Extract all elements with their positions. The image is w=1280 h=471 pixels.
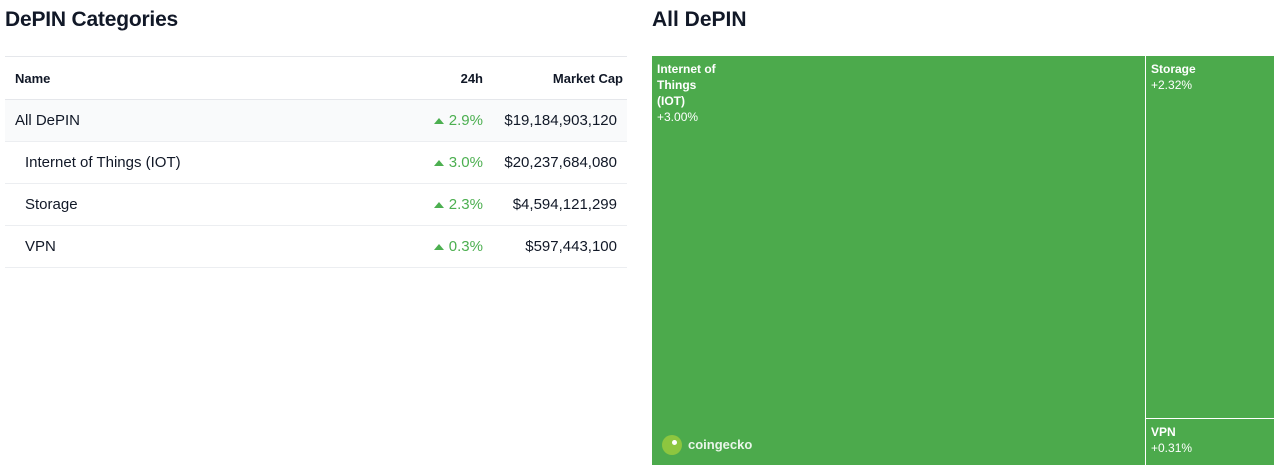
- table-row-all-depin[interactable]: All DePIN 2.9% $19,184,903,120: [5, 100, 627, 142]
- treemap: Internet of Things (IOT) +3.00% coingeck…: [652, 56, 1274, 465]
- tile-name: Storage: [1151, 62, 1196, 76]
- treemap-tile-storage[interactable]: Storage +2.32%: [1146, 56, 1274, 419]
- category-name[interactable]: VPN: [25, 238, 56, 255]
- table-header: Name 24h Market Cap: [5, 57, 627, 100]
- table-row-vpn[interactable]: VPN 0.3% $597,443,100: [5, 226, 627, 268]
- tile-name: Internet of Things (IOT): [657, 62, 716, 108]
- treemap-tile-vpn[interactable]: VPN +0.31%: [1146, 419, 1274, 465]
- tile-change: +3.00%: [657, 110, 699, 124]
- treemap-tile-iot[interactable]: Internet of Things (IOT) +3.00% coingeck…: [652, 56, 1146, 465]
- category-name[interactable]: Internet of Things (IOT): [25, 154, 181, 171]
- tile-name: VPN: [1151, 425, 1176, 439]
- categories-panel: DePIN Categories Name 24h Market Cap All…: [5, 0, 627, 471]
- table-row-iot[interactable]: Internet of Things (IOT) 3.0% $20,237,68…: [5, 142, 627, 184]
- caret-up-icon: [433, 201, 444, 208]
- change-24h-value: 2.3%: [448, 196, 483, 213]
- caret-up-icon: [433, 159, 444, 166]
- caret-up-icon: [433, 117, 444, 124]
- change-24h-value: 2.9%: [448, 112, 483, 129]
- change-24h: 0.3%: [405, 238, 483, 255]
- column-header-market-cap[interactable]: Market Cap: [552, 70, 623, 86]
- tile-change: +2.32%: [1151, 78, 1193, 92]
- change-24h: 2.9%: [405, 112, 483, 129]
- tile-change: +0.31%: [1151, 441, 1193, 455]
- coingecko-logo: coingecko: [662, 435, 752, 455]
- market-cap-value: $20,237,684,080: [504, 154, 617, 171]
- category-name[interactable]: Storage: [25, 196, 78, 213]
- change-24h-value: 3.0%: [448, 154, 483, 171]
- logo-text: coingecko: [688, 437, 753, 452]
- column-header-24h[interactable]: 24h: [460, 70, 483, 86]
- caret-up-icon: [433, 243, 444, 250]
- change-24h: 3.0%: [405, 154, 483, 171]
- categories-table: Name 24h Market Cap All DePIN 2.9% $19,1…: [5, 56, 627, 268]
- gecko-logo-icon: [662, 435, 682, 455]
- market-cap-value: $597,443,100: [525, 238, 617, 255]
- column-header-name[interactable]: Name: [15, 70, 51, 86]
- categories-title: DePIN Categories: [5, 8, 179, 31]
- table-row-storage[interactable]: Storage 2.3% $4,594,121,299: [5, 184, 627, 226]
- change-24h-value: 0.3%: [448, 238, 483, 255]
- category-name[interactable]: All DePIN: [15, 112, 81, 129]
- treemap-title: All DePIN: [652, 8, 747, 31]
- market-cap-value: $4,594,121,299: [512, 196, 617, 213]
- market-cap-value: $19,184,903,120: [504, 112, 617, 129]
- change-24h: 2.3%: [405, 196, 483, 213]
